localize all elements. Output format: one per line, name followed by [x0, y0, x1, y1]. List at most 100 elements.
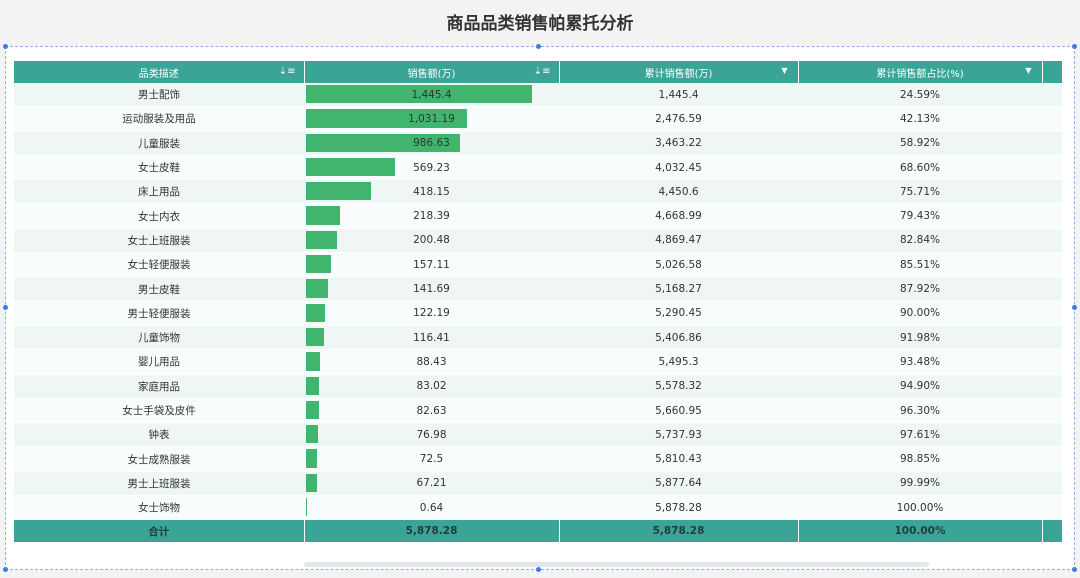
table-row[interactable]: 女士上班服装 200.48 4,869.47 82.84% — [14, 228, 1062, 254]
sort-icon[interactable]: ⇣≡ — [278, 66, 296, 77]
cumulative-cell: 5,810.43 — [559, 446, 798, 472]
table-row[interactable]: 床上用品 418.15 4,450.6 75.71% — [14, 179, 1062, 205]
sales-cell: 82.63 — [304, 398, 559, 424]
cumulative-cell: 1,445.4 — [559, 83, 798, 108]
sales-value: 569.23 — [413, 161, 450, 174]
header-cumulative-label: 累计销售额(万) — [644, 68, 713, 80]
sales-value: 157.11 — [413, 258, 450, 271]
dropdown-caret-icon[interactable]: ▼ — [781, 66, 788, 75]
table-row[interactable]: 女士轻便服装 157.11 5,026.58 85.51% — [14, 252, 1062, 278]
resize-handle-middle-left[interactable] — [3, 305, 8, 310]
cumulative-cell: 4,668.99 — [559, 203, 798, 229]
sales-cell: 200.48 — [304, 228, 559, 254]
ratio-cell: 94.90% — [798, 374, 1042, 399]
pareto-table: 品类描述 ⇣≡ 销售额(万) ⇣≡ 累计销售额(万) ▼ 累计销售额占比(%) … — [14, 61, 1063, 544]
spacer-cell — [1042, 106, 1062, 132]
sales-cell: 986.63 — [304, 131, 559, 156]
table-row[interactable]: 男士轻便服装 122.19 5,290.45 90.00% — [14, 301, 1062, 326]
sales-bar — [306, 255, 331, 274]
resize-handle-middle-right[interactable] — [1072, 305, 1077, 310]
title-bar: 商品品类销售帕累托分析 — [0, 0, 1080, 42]
table-row[interactable]: 女士饰物 0.64 5,878.28 100.00% — [14, 495, 1062, 521]
table-row[interactable]: 男士上班服装 67.21 5,877.64 99.99% — [14, 471, 1062, 497]
sales-value: 72.5 — [419, 453, 444, 466]
sales-cell: 569.23 — [304, 155, 559, 181]
cumulative-cell: 5,406.86 — [559, 325, 798, 351]
table-row[interactable]: 儿童服装 986.63 3,463.22 58.92% — [14, 131, 1062, 156]
resize-handle-top-right[interactable] — [1072, 44, 1077, 49]
header-cumulative[interactable]: 累计销售额(万) ▼ — [559, 61, 799, 83]
ratio-cell: 90.00% — [798, 301, 1042, 326]
category-cell: 女士皮鞋 — [14, 155, 304, 181]
sales-bar — [306, 425, 319, 444]
spacer-cell — [1042, 83, 1062, 108]
sales-cell: 1,445.4 — [304, 83, 559, 108]
category-cell: 钟表 — [14, 422, 304, 448]
sales-bar — [306, 206, 341, 225]
spacer-cell — [1042, 228, 1062, 254]
total-cumulative: 5,878.28 — [559, 519, 799, 544]
table-row[interactable]: 女士手袋及皮件 82.63 5,660.95 96.30% — [14, 398, 1062, 424]
sales-bar — [306, 376, 319, 395]
cumulative-cell: 3,463.22 — [559, 131, 798, 156]
ratio-cell: 24.59% — [798, 83, 1042, 108]
sales-cell: 116.41 — [304, 325, 559, 351]
table-row[interactable]: 家庭用品 83.02 5,578.32 94.90% — [14, 374, 1062, 399]
cumulative-cell: 4,450.6 — [559, 179, 798, 205]
header-ratio[interactable]: 累计销售额占比(%) ▼ — [798, 61, 1043, 83]
table-row[interactable]: 运动服装及用品 1,031.19 2,476.59 42.13% — [14, 106, 1062, 132]
sales-bar — [306, 473, 317, 493]
table-row[interactable]: 男士配饰 1,445.4 1,445.4 24.59% — [14, 83, 1062, 108]
sales-cell: 72.5 — [304, 446, 559, 472]
horizontal-scrollbar[interactable] — [304, 562, 929, 567]
sort-icon[interactable]: ⇣≡ — [533, 66, 551, 77]
sales-bar — [306, 303, 326, 322]
ratio-cell: 58.92% — [798, 131, 1042, 156]
spacer-cell — [1042, 495, 1062, 521]
category-cell: 运动服装及用品 — [14, 106, 304, 132]
ratio-cell: 91.98% — [798, 325, 1042, 351]
resize-handle-top-left[interactable] — [3, 44, 8, 49]
table-row[interactable]: 女士内衣 218.39 4,668.99 79.43% — [14, 203, 1062, 229]
header-sales[interactable]: 销售额(万) ⇣≡ — [304, 61, 560, 83]
sales-cell: 0.64 — [304, 495, 559, 521]
sales-cell: 418.15 — [304, 179, 559, 205]
sales-cell: 157.11 — [304, 252, 559, 278]
header-category[interactable]: 品类描述 ⇣≡ — [14, 61, 305, 83]
table-row[interactable]: 女士皮鞋 569.23 4,032.45 68.60% — [14, 155, 1062, 181]
sales-bar — [306, 498, 307, 517]
dropdown-caret-icon[interactable]: ▼ — [1025, 66, 1032, 75]
cumulative-cell: 4,032.45 — [559, 155, 798, 181]
total-label: 合计 — [14, 519, 305, 544]
table-row[interactable]: 儿童饰物 116.41 5,406.86 91.98% — [14, 325, 1062, 351]
category-cell: 床上用品 — [14, 179, 304, 205]
spacer-cell — [1042, 446, 1062, 472]
ratio-cell: 42.13% — [798, 106, 1042, 132]
resize-handle-bottom-center[interactable] — [536, 567, 541, 572]
category-cell: 女士饰物 — [14, 495, 304, 521]
spacer-cell — [1042, 252, 1062, 278]
total-spacer — [1042, 519, 1063, 544]
sales-bar — [306, 352, 320, 371]
spacer-cell — [1042, 398, 1062, 424]
resize-handle-bottom-right[interactable] — [1072, 567, 1077, 572]
pareto-table-container: 品类描述 ⇣≡ 销售额(万) ⇣≡ 累计销售额(万) ▼ 累计销售额占比(%) … — [14, 61, 1063, 544]
table-widget[interactable]: 品类描述 ⇣≡ 销售额(万) ⇣≡ 累计销售额(万) ▼ 累计销售额占比(%) … — [3, 44, 1077, 572]
ratio-cell: 93.48% — [798, 349, 1042, 375]
cumulative-cell: 5,168.27 — [559, 276, 798, 302]
spacer-cell — [1042, 276, 1062, 302]
cumulative-cell: 5,878.28 — [559, 495, 798, 521]
table-row[interactable]: 钟表 76.98 5,737.93 97.61% — [14, 422, 1062, 448]
category-cell: 儿童服装 — [14, 131, 304, 156]
table-row[interactable]: 婴儿用品 88.43 5,495.3 93.48% — [14, 349, 1062, 375]
category-cell: 男士配饰 — [14, 83, 304, 108]
table-row[interactable]: 女士成熟服装 72.5 5,810.43 98.85% — [14, 446, 1062, 472]
category-cell: 男士皮鞋 — [14, 276, 304, 302]
sales-cell: 122.19 — [304, 301, 559, 326]
cumulative-cell: 5,660.95 — [559, 398, 798, 424]
sales-bar — [306, 109, 468, 128]
resize-handle-bottom-left[interactable] — [3, 567, 8, 572]
category-cell: 女士轻便服装 — [14, 252, 304, 278]
table-row[interactable]: 男士皮鞋 141.69 5,168.27 87.92% — [14, 276, 1062, 302]
resize-handle-top-center[interactable] — [536, 44, 541, 49]
